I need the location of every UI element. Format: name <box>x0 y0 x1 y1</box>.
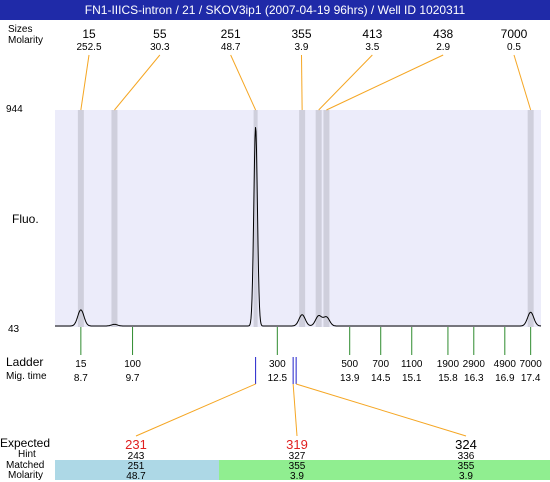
peak-size-label: 55 <box>153 27 167 41</box>
peak-size-label: 15 <box>82 27 96 41</box>
peak-connector <box>301 54 303 111</box>
peak-molarity-label: 0.5 <box>507 42 521 53</box>
expected-molarity-value: 3.9 <box>459 471 473 480</box>
ladder-label: Ladder <box>6 355 44 369</box>
trace-line <box>55 127 542 327</box>
hint-value: 243 <box>128 451 145 462</box>
ladder-size-label: 15 <box>75 359 87 370</box>
ladder-size-label: 1100 <box>401 359 423 370</box>
peak-connector <box>230 54 257 111</box>
hint-value: 327 <box>289 451 306 462</box>
migtime-label: Mig. time <box>6 371 47 382</box>
ladder-time-label: 16.9 <box>495 373 515 384</box>
plot-area <box>55 110 541 327</box>
expected-molarity-label: Molarity <box>8 470 44 481</box>
matched-value: 355 <box>289 461 306 472</box>
peak-band <box>253 110 258 327</box>
peak-molarity-label: 2.9 <box>436 42 450 53</box>
matched-row-blue <box>55 460 219 480</box>
title-bar: FN1-IIICS-intron / 21 / SKOV3ip1 (2007-0… <box>0 0 550 20</box>
peak-molarity-label: 30.3 <box>150 42 170 53</box>
sizes-label: Sizes <box>8 24 33 35</box>
expected-value: 231 <box>125 437 147 452</box>
y-min-label: 43 <box>8 324 20 335</box>
peak-molarity-label: 252.5 <box>76 42 101 53</box>
expected-label: Expected <box>0 436 51 450</box>
peak-size-label: 355 <box>291 27 311 41</box>
ladder-time-label: 8.7 <box>74 373 88 384</box>
matched-value: 355 <box>458 461 475 472</box>
peak-connector <box>80 54 90 111</box>
hint-label: Hint <box>18 449 36 460</box>
peak-band <box>527 110 534 327</box>
peak-size-label: 413 <box>362 27 382 41</box>
ladder-size-label: 300 <box>269 359 286 370</box>
peak-size-label: 251 <box>221 27 241 41</box>
peak-molarity-label: 48.7 <box>221 42 241 53</box>
ladder-time-label: 15.1 <box>402 373 422 384</box>
y-max-label: 944 <box>6 104 23 115</box>
expected-connector <box>295 383 467 437</box>
ladder-size-label: 4900 <box>494 359 517 370</box>
peak-molarity-label: 3.5 <box>365 42 379 53</box>
ladder-size-label: 1900 <box>437 359 460 370</box>
peak-band <box>315 110 322 327</box>
peak-connector <box>114 54 161 111</box>
expected-molarity-value: 48.7 <box>126 471 146 480</box>
peak-size-label: 7000 <box>501 27 528 41</box>
peak-band <box>323 110 330 327</box>
peak-connector <box>318 54 373 111</box>
ladder-size-label: 500 <box>341 359 358 370</box>
ladder-time-label: 12.5 <box>268 373 288 384</box>
peak-band <box>299 110 306 327</box>
ladder-time-label: 17.4 <box>521 373 541 384</box>
expected-connector <box>292 383 298 437</box>
ladder-time-label: 9.7 <box>126 373 140 384</box>
matched-row-green <box>219 460 550 480</box>
y-axis-title: Fluo. <box>12 212 39 226</box>
expected-value: 319 <box>286 437 308 452</box>
ladder-time-label: 15.8 <box>438 373 458 384</box>
matched-label: Matched <box>6 460 45 471</box>
peak-connector <box>513 54 532 111</box>
peak-band <box>77 110 84 327</box>
ladder-time-label: 16.3 <box>464 373 484 384</box>
ladder-time-label: 13.9 <box>340 373 360 384</box>
expected-value: 324 <box>455 437 477 452</box>
ladder-size-label: 100 <box>124 359 141 370</box>
expected-molarity-value: 3.9 <box>290 471 304 480</box>
molarity-label: Molarity <box>8 35 44 46</box>
expected-connector <box>135 383 256 437</box>
matched-value: 251 <box>128 461 145 472</box>
hint-value: 336 <box>458 451 475 462</box>
ladder-size-label: 7000 <box>520 359 543 370</box>
peak-molarity-label: 3.9 <box>295 42 309 53</box>
ladder-time-label: 14.5 <box>371 373 391 384</box>
peak-band <box>111 110 118 327</box>
peak-size-label: 438 <box>433 27 453 41</box>
ladder-size-label: 700 <box>372 359 389 370</box>
ladder-size-label: 2900 <box>463 359 486 370</box>
peak-connector <box>326 54 444 111</box>
